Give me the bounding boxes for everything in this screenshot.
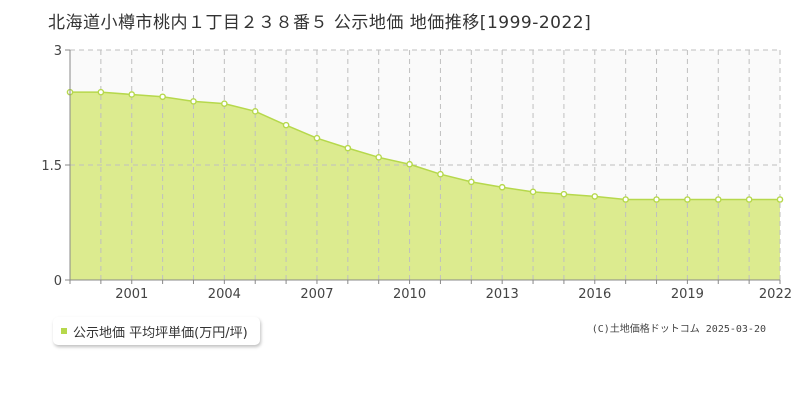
series-line bbox=[70, 91, 780, 201]
data-point bbox=[529, 188, 537, 196]
legend-label: 公示地価 平均坪単価(万円/坪) bbox=[73, 325, 248, 341]
x-tick-label: 2004 bbox=[208, 287, 241, 302]
data-point bbox=[128, 91, 136, 98]
x-tick-label: 2007 bbox=[300, 287, 333, 302]
x-tick-label: 2001 bbox=[115, 287, 148, 302]
data-point bbox=[684, 196, 691, 203]
x-tick-label: 2013 bbox=[486, 287, 519, 302]
data-point bbox=[622, 196, 629, 203]
credit-text: (C)土地価格ドットコム 2025-03-20 bbox=[591, 324, 766, 335]
data-point bbox=[313, 134, 321, 142]
data-point bbox=[745, 196, 753, 203]
legend-marker bbox=[61, 328, 67, 334]
data-point bbox=[282, 121, 290, 129]
x-tick-label: 2022 bbox=[759, 287, 792, 302]
data-point bbox=[653, 196, 660, 203]
data-point bbox=[498, 183, 506, 191]
x-tick-label: 2016 bbox=[578, 287, 611, 302]
data-point bbox=[560, 190, 568, 198]
x-tick-label: 2019 bbox=[671, 287, 704, 302]
x-tick-label: 2010 bbox=[393, 287, 426, 302]
data-point bbox=[714, 196, 722, 203]
y-tick-label: 1.5 bbox=[41, 159, 62, 174]
data-point bbox=[468, 178, 475, 186]
data-point bbox=[344, 144, 352, 152]
data-point bbox=[221, 100, 228, 107]
data-point bbox=[591, 193, 599, 200]
y-tick-label: 0 bbox=[54, 274, 62, 289]
data-point bbox=[437, 170, 444, 178]
area-fill bbox=[70, 92, 780, 281]
data-point bbox=[776, 196, 784, 203]
data-point bbox=[406, 160, 413, 168]
legend: 公示地価 平均坪単価(万円/坪) bbox=[53, 317, 260, 345]
data-point bbox=[375, 154, 382, 161]
data-point bbox=[159, 93, 166, 101]
data-point bbox=[251, 108, 259, 115]
chart-title: 北海道小樽市桃内１丁目２３８番５ 公示地価 地価推移[1999-2022] bbox=[48, 13, 592, 33]
data-point bbox=[190, 98, 197, 105]
data-point bbox=[97, 88, 105, 96]
y-tick-label: 3 bbox=[54, 44, 62, 59]
